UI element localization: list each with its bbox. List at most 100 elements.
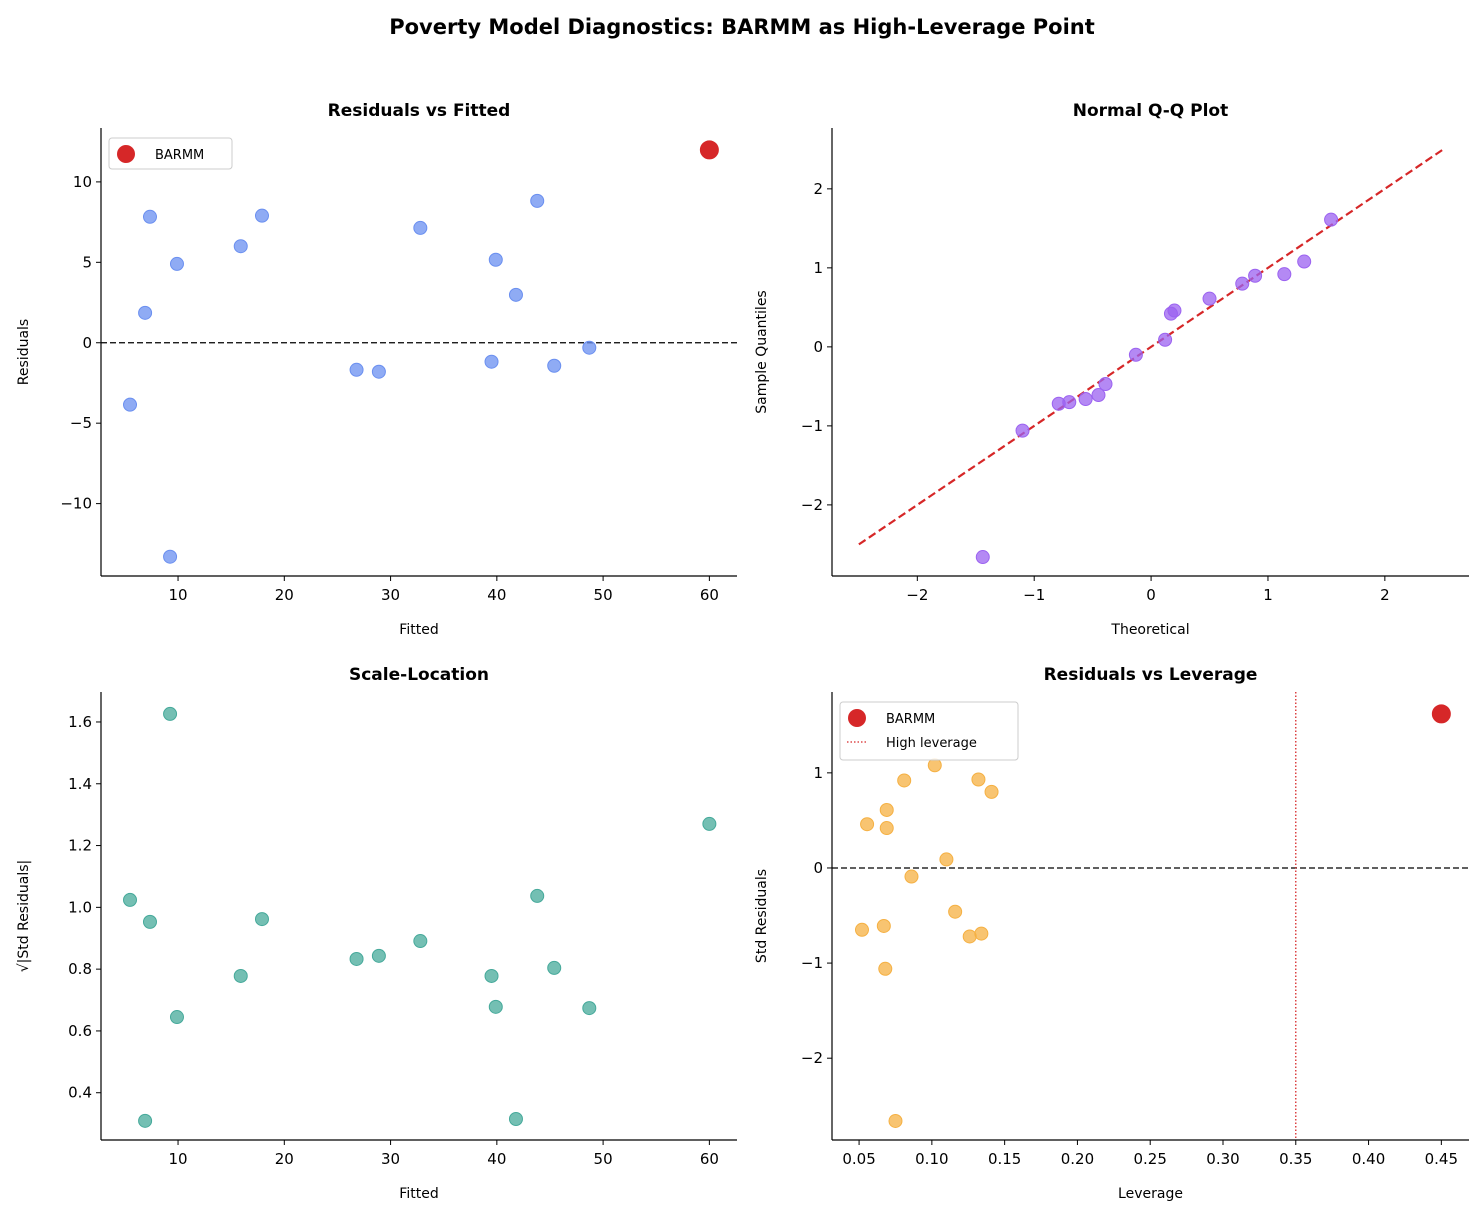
data-point	[123, 892, 138, 907]
x-tick-label: 0.20	[1061, 1150, 1094, 1168]
panel-scale-location: Scale-Location Fitted √|Std Residuals| 10 20…	[16, 665, 737, 1202]
y-tick-label: 0	[813, 859, 823, 877]
x-axis-label: Fitted	[399, 622, 438, 638]
y-tick-label: 1.2	[68, 837, 92, 855]
x-tick-label: 20	[275, 1150, 294, 1168]
data-point	[547, 960, 562, 975]
y-axis-label: √|Std Residuals|	[16, 860, 32, 973]
y-tick-label: 0	[82, 334, 92, 352]
data-point	[488, 999, 503, 1014]
data-point	[123, 397, 138, 412]
legend-label: BARMM	[886, 712, 935, 727]
y-tick-label: −1	[801, 954, 823, 972]
y-tick-label: 10	[73, 173, 92, 191]
y-tick-label: −5	[70, 414, 92, 432]
data-point	[1091, 388, 1106, 403]
data-point	[1297, 254, 1312, 269]
data-point	[371, 364, 386, 379]
legend: BARMM	[108, 137, 233, 170]
x-tick-label: 50	[594, 586, 613, 604]
x-tick-label: 10	[168, 1150, 187, 1168]
data-point	[233, 239, 248, 254]
x-tick-label: 50	[594, 1150, 613, 1168]
legend-box	[839, 701, 1019, 761]
y-tick-label: 0.6	[68, 1022, 92, 1040]
data-point	[233, 968, 248, 983]
data-point	[1158, 332, 1173, 347]
data-point	[948, 904, 963, 919]
data-point	[888, 1113, 903, 1128]
x-tick-label: 40	[487, 586, 506, 604]
data-point	[897, 773, 912, 788]
qq-reference-line	[858, 148, 1444, 546]
y-tick-label: −1	[801, 417, 823, 435]
x-tick-label: 60	[700, 586, 719, 604]
y-axis-label: Std Residuals	[754, 869, 770, 963]
data-point	[138, 1113, 153, 1128]
x-tick-label: 0.25	[1134, 1150, 1167, 1168]
data-point	[1128, 347, 1143, 362]
y-tick-label: 1	[813, 764, 823, 782]
y-tick-label: −2	[801, 1049, 823, 1067]
legend-box	[108, 137, 233, 170]
x-tick-label: 10	[168, 586, 187, 604]
x-tick-label: −2	[906, 586, 928, 604]
x-tick-label: 0.30	[1206, 1150, 1239, 1168]
barmm-point	[1431, 704, 1451, 724]
data-point	[582, 340, 597, 355]
x-tick-label: −1	[1023, 586, 1045, 604]
x-tick-label: 1	[1263, 586, 1273, 604]
y-tick-label: −10	[60, 495, 92, 513]
data-point	[879, 802, 894, 817]
y-tick-label: 2	[813, 180, 823, 198]
data-point	[413, 934, 428, 949]
data-point	[484, 968, 499, 983]
legend-label: BARMM	[155, 148, 204, 163]
y-axis-label: Sample Quantiles	[754, 290, 770, 413]
data-point	[878, 961, 893, 976]
data-point	[547, 358, 562, 373]
data-point	[349, 951, 364, 966]
x-tick-label: 60	[700, 1150, 719, 1168]
data-point	[508, 287, 523, 302]
data-point	[971, 772, 986, 787]
data-point	[984, 784, 999, 799]
panel-residuals-vs-leverage: Residuals vs Leverage Leverage Std Residua…	[754, 665, 1469, 1202]
y-axis-label: Residuals	[16, 319, 32, 385]
data-point	[508, 1111, 523, 1126]
legend-label: High leverage	[886, 736, 977, 751]
y-tick-label: 0	[813, 338, 823, 356]
data-point	[904, 869, 919, 884]
data-point	[854, 922, 869, 937]
data-point	[254, 912, 269, 927]
data-point	[163, 549, 178, 564]
panel-title: Residuals vs Fitted	[328, 101, 511, 121]
x-axis-label: Fitted	[399, 1186, 438, 1202]
x-tick-label: 0.40	[1352, 1150, 1385, 1168]
data-point	[349, 362, 364, 377]
panel-title: Residuals vs Leverage	[1044, 665, 1258, 685]
data-point	[974, 926, 989, 941]
data-point	[1202, 291, 1217, 306]
y-tick-label: 1.6	[68, 713, 92, 731]
legend-marker-barmm	[848, 709, 866, 727]
x-tick-label: 20	[275, 586, 294, 604]
y-tick-label: −2	[801, 496, 823, 514]
data-point	[254, 208, 269, 223]
x-tick-label: 0.05	[842, 1150, 875, 1168]
x-tick-label: 2	[1380, 586, 1390, 604]
x-tick-label: 30	[381, 1150, 400, 1168]
x-tick-label: 40	[487, 1150, 506, 1168]
figure-title: Poverty Model Diagnostics: BARMM as High…	[389, 15, 1095, 39]
data-point	[1235, 276, 1250, 291]
x-tick-label: 30	[381, 586, 400, 604]
x-axis-label: Leverage	[1118, 1186, 1183, 1202]
y-tick-label: 1.4	[68, 775, 92, 793]
data-point	[1324, 212, 1339, 227]
data-point	[879, 821, 894, 836]
data-point	[169, 1010, 184, 1025]
data-point	[138, 305, 153, 320]
data-point	[860, 817, 875, 832]
y-tick-label: 1	[813, 259, 823, 277]
